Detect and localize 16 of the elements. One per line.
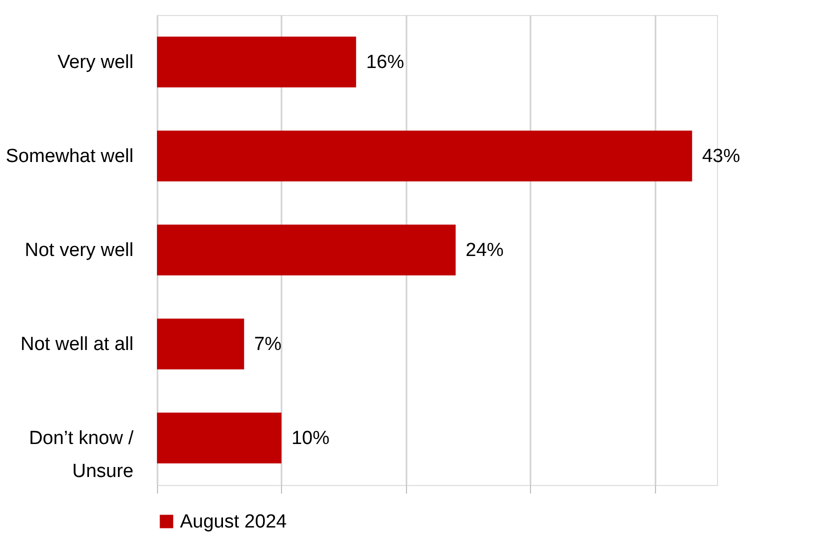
legend-label: August 2024 — [180, 512, 288, 532]
data-label: 10% — [291, 428, 330, 449]
data-label: 7% — [254, 334, 282, 355]
y-tick-label: Not well at all — [20, 334, 134, 355]
y-tick-label: Not very well — [24, 240, 134, 261]
y-tick-label: Somewhat well — [6, 146, 134, 167]
bar — [157, 318, 244, 370]
data-label: 16% — [366, 52, 404, 73]
bar — [157, 130, 692, 182]
data-label: 43% — [702, 146, 740, 167]
y-tick-label: Don’t know / Unsure — [28, 428, 134, 482]
y-tick-label: Very well — [57, 52, 134, 73]
bar — [157, 412, 282, 464]
bar — [157, 224, 456, 276]
bar — [157, 36, 356, 88]
data-label: 24% — [466, 240, 504, 261]
